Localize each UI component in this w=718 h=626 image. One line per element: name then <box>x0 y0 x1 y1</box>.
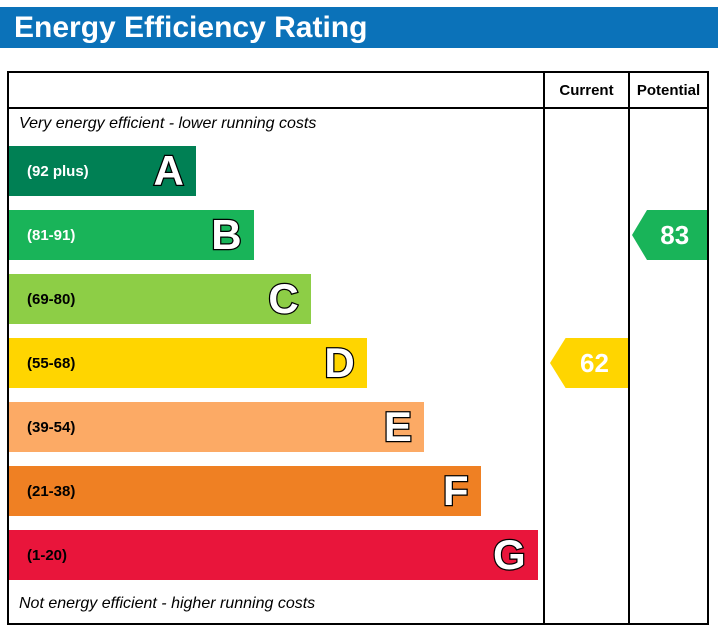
band-bar-g: (1-20) G <box>9 530 538 580</box>
band-letter: G <box>492 531 527 578</box>
band-bar-d: (55-68) D <box>9 338 367 388</box>
page-title: Energy Efficiency Rating <box>0 7 718 48</box>
band-range-label: (69-80) <box>27 290 76 308</box>
band-letter: E <box>383 403 414 450</box>
band-bar-f: (21-38) F <box>9 466 481 516</box>
band-row-e: (39-54) E <box>9 395 543 459</box>
column-header-potential: Potential <box>636 81 701 99</box>
band-range-label: (39-54) <box>27 418 76 436</box>
band-row-b: (81-91) B <box>9 203 543 267</box>
band-row-c: (69-80) C <box>9 267 543 331</box>
page-title-text: Energy Efficiency Rating <box>14 10 368 44</box>
current-rating-arrow: 62 <box>550 338 628 388</box>
band-range-label: (55-68) <box>27 354 76 372</box>
band-bar-a: (92 plus) A <box>9 146 196 196</box>
band-range-label: (21-38) <box>27 482 76 500</box>
band-letter: B <box>210 211 243 258</box>
band-bar-e: (39-54) E <box>9 402 424 452</box>
band-range-label: (1-20) <box>27 546 68 564</box>
column-divider-current <box>543 73 545 623</box>
band-bar-c: (69-80) C <box>9 274 311 324</box>
band-row-g: (1-20) G <box>9 523 543 587</box>
band-range-label: (81-91) <box>27 226 76 244</box>
current-rating-arrow-value: 62 <box>579 347 609 378</box>
column-header-current: Current <box>559 81 614 99</box>
band-bar-b: (81-91) B <box>9 210 254 260</box>
band-letter: D <box>323 339 356 386</box>
band-row-a: (92 plus) A <box>9 139 543 203</box>
potential-rating-arrow-value: 83 <box>660 219 690 250</box>
band-letter: A <box>152 147 185 194</box>
epc-rating-chart: Current Potential Very energy efficient … <box>7 71 709 625</box>
caption-not-efficient: Not energy efficient - higher running co… <box>19 595 316 612</box>
band-range-label: (92 plus) <box>27 162 89 180</box>
band-row-f: (21-38) F <box>9 459 543 523</box>
band-letter: C <box>267 275 300 322</box>
column-divider-potential <box>628 73 630 623</box>
chart-header-row: Current Potential <box>9 73 707 109</box>
band-letter: F <box>442 467 470 514</box>
band-row-d: (55-68) D <box>9 331 543 395</box>
potential-rating-arrow: 83 <box>632 210 707 260</box>
caption-very-efficient: Very energy efficient - lower running co… <box>19 115 317 132</box>
